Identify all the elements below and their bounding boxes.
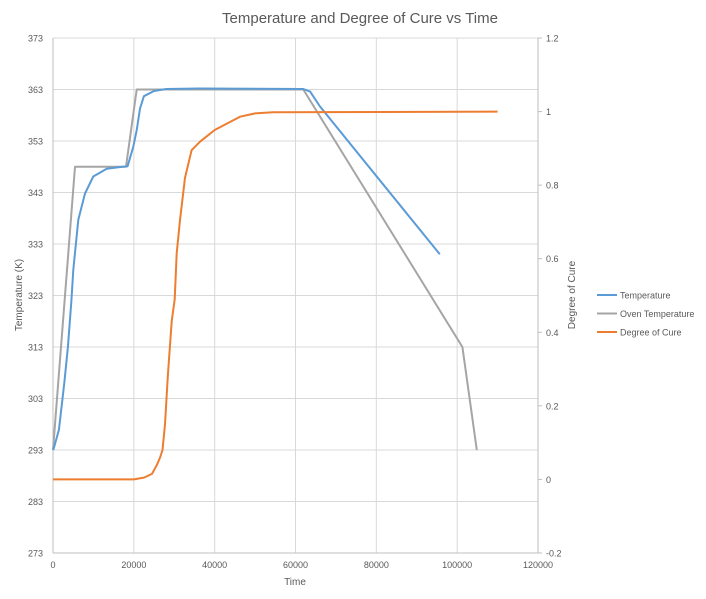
y-tick-label: 313 [28,343,43,353]
legend-label: Oven Temperature [620,309,694,319]
y-tick-label: 293 [28,446,43,456]
x-tick-label: 100000 [442,560,472,570]
series-line-temperature [52,87,441,451]
y2-axis-label: Degree of Cure [567,260,578,329]
gridlines [52,37,539,554]
axes: 273 283 293 303 313 323 333 343 353 363 373 0 20000 4… [28,34,562,571]
y-axis-label: Temperature (K) [14,259,25,331]
x-tick-label: 40000 [202,560,227,570]
y2-tick-label: 0 [546,475,551,485]
y2-tick-label: 1 [546,107,551,117]
series-lines [52,87,498,481]
y-tick-label: 283 [28,497,43,507]
y-tick-label: 363 [28,85,43,95]
y-tick-label: 353 [28,137,43,147]
y-tick-label: 343 [28,188,43,198]
x-tick-label: 60000 [283,560,308,570]
y-tick-label: 273 [28,549,43,559]
x-axis-label: Time [284,577,306,588]
y-tick-label: 373 [28,34,43,44]
legend: Temperature Oven Temperature Degree of Cur… [597,291,694,338]
y2-tick-label: 0.6 [546,254,559,264]
y-tick-label: 323 [28,291,43,301]
y2-tick-label: 1.2 [546,34,559,44]
y-tick-label: 333 [28,240,43,250]
y2-tick-label: -0.2 [546,549,562,559]
legend-label: Degree of Cure [620,328,682,338]
y2-tick-label: 0.4 [546,328,559,338]
y2-tick-label: 0.2 [546,401,559,411]
y-tick-label: 303 [28,394,43,404]
x-tick-label: 0 [50,560,55,570]
x-tick-label: 80000 [364,560,389,570]
legend-label: Temperature [620,291,671,301]
x-tick-label: 120000 [523,560,553,570]
y2-tick-label: 0.8 [546,181,559,191]
chart-title: Temperature and Degree of Cure vs Time [222,10,498,27]
x-tick-label: 20000 [121,560,146,570]
series-line-degree-of-cure [53,110,498,481]
series-line-oven-temperature [52,88,478,451]
